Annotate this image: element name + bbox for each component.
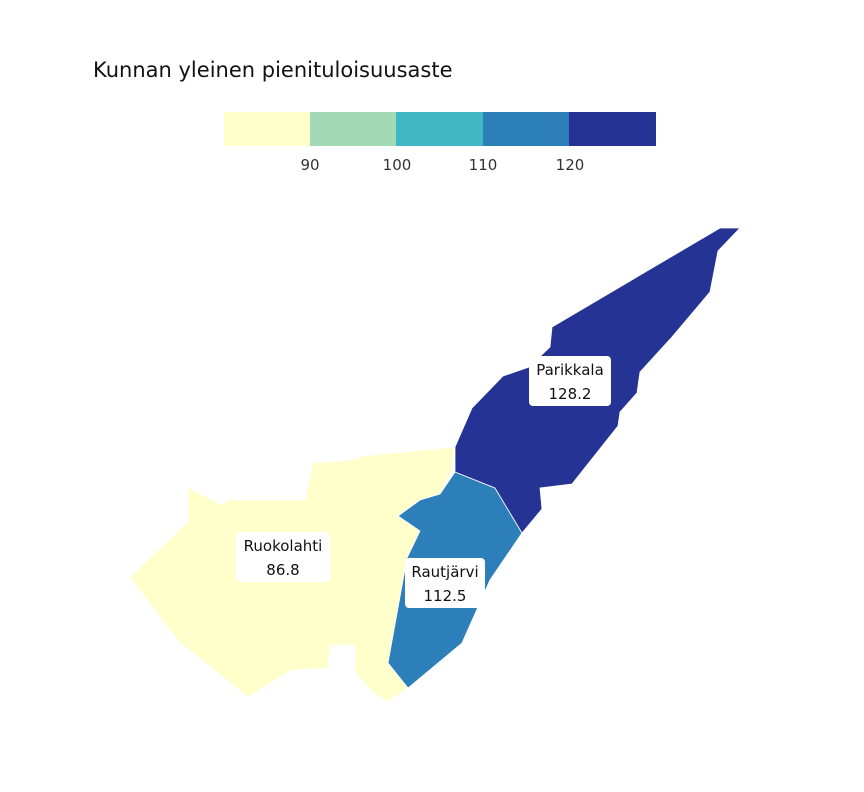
legend-tick-100: 100 [383, 156, 412, 174]
legend-swatch-110-120 [483, 112, 570, 146]
legend-swatch-100-110 [396, 112, 484, 146]
label-box-rautjarvi [405, 558, 485, 608]
legend-tick-90: 90 [300, 156, 319, 174]
label-rautjarvi: Rautjärvi 112.5 [405, 558, 485, 608]
label-name-rautjarvi: Rautjärvi [411, 563, 478, 581]
label-name-ruokolahti: Ruokolahti [244, 537, 323, 555]
legend-swatch-above-120 [569, 112, 656, 146]
label-box-ruokolahti [236, 532, 330, 582]
label-value-rautjarvi: 112.5 [424, 587, 467, 605]
label-value-parikkala: 128.2 [549, 385, 592, 403]
legend-swatch-below-90 [224, 112, 311, 146]
region-labels: Ruokolahti 86.8 Rautjärvi 112.5 Parikkal… [236, 356, 611, 608]
legend-swatch-90-100 [310, 112, 397, 146]
label-name-parikkala: Parikkala [536, 361, 604, 379]
label-box-parikkala [529, 356, 611, 406]
color-legend: 90 100 110 120 [224, 112, 656, 174]
municipality-regions [129, 227, 741, 703]
legend-tick-120: 120 [556, 156, 585, 174]
label-parikkala: Parikkala 128.2 [529, 356, 611, 406]
legend-tick-110: 110 [469, 156, 498, 174]
map-title: Kunnan yleinen pienituloisuusaste [93, 58, 453, 82]
label-value-ruokolahti: 86.8 [266, 561, 299, 579]
label-ruokolahti: Ruokolahti 86.8 [236, 532, 330, 582]
